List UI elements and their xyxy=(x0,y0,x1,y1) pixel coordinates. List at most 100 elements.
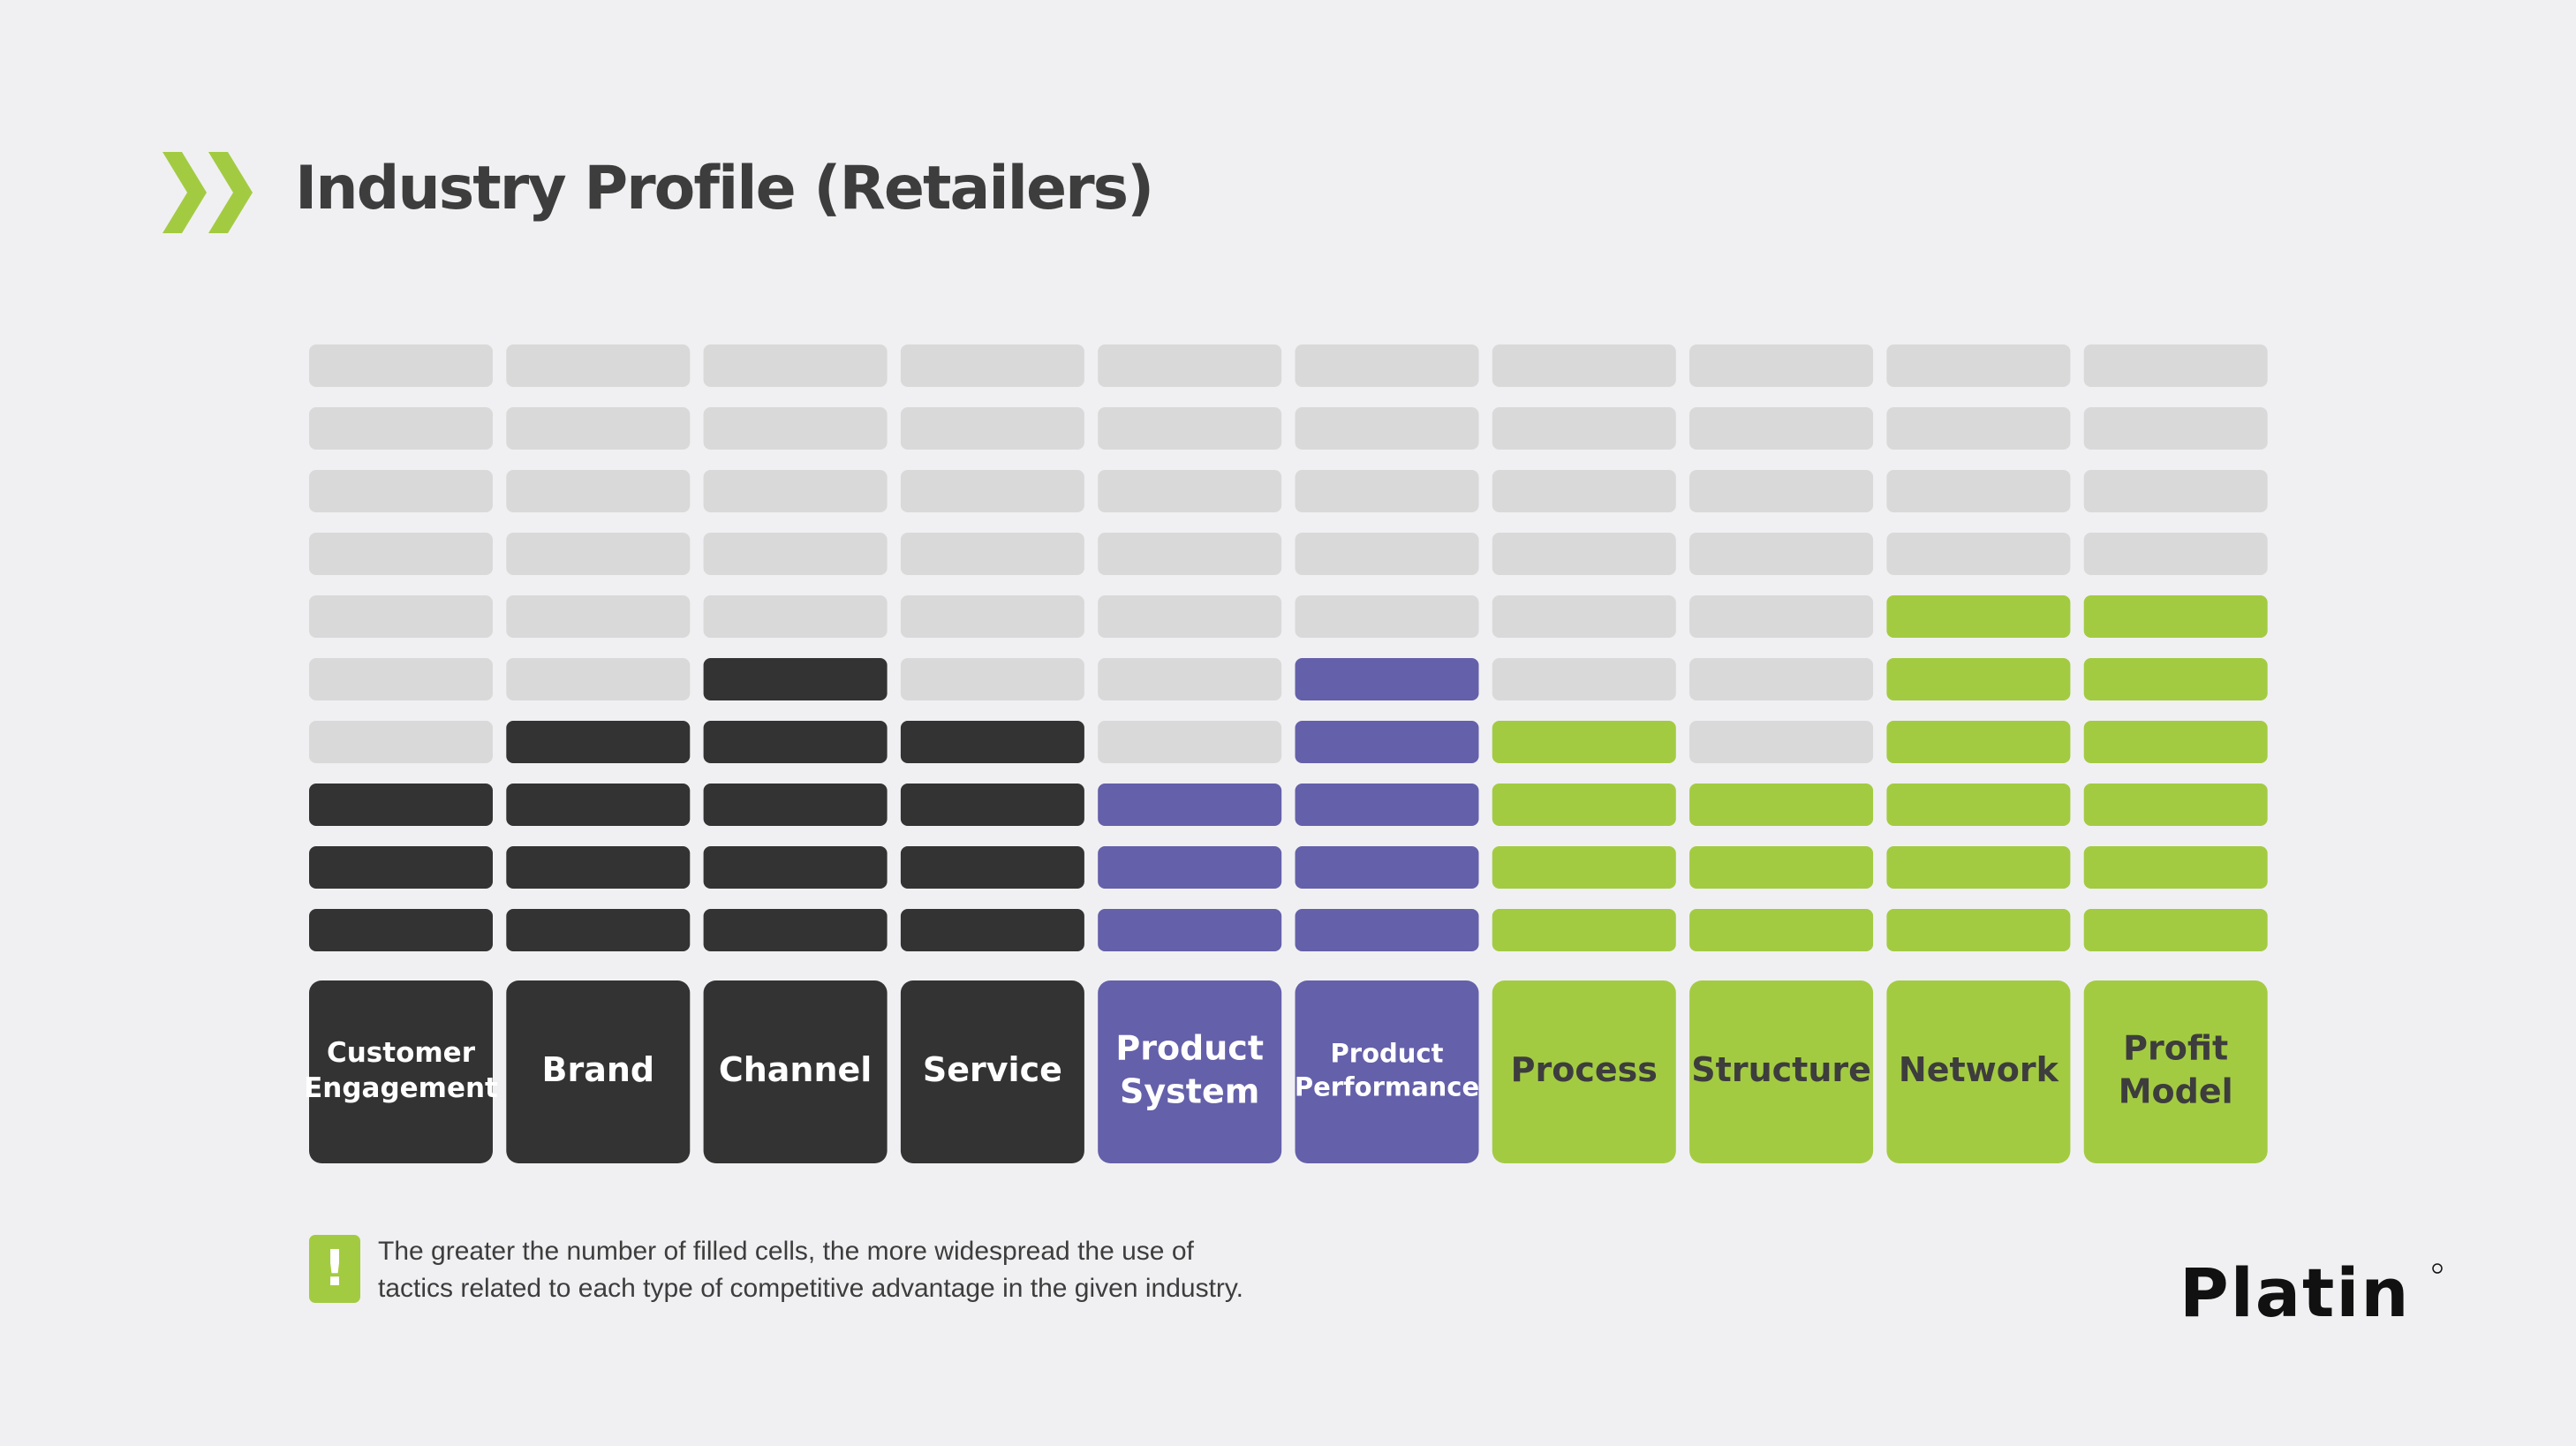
empty-cell xyxy=(1295,344,1479,387)
filled-cell xyxy=(1689,846,1874,889)
empty-cell xyxy=(703,407,888,450)
exclamation-icon: ! xyxy=(309,1235,360,1303)
filled-cell xyxy=(506,721,691,763)
empty-cell xyxy=(1886,470,2071,512)
filled-cell xyxy=(703,846,888,889)
category-label: Network xyxy=(1899,1050,2059,1089)
logo-text: Platin xyxy=(2179,1258,2411,1329)
filled-cell xyxy=(1098,784,1282,826)
filled-cell xyxy=(1689,784,1874,826)
filled-cell xyxy=(506,909,691,951)
registered-mark-icon xyxy=(2432,1263,2443,1274)
empty-cell xyxy=(1689,533,1874,575)
filled-cell xyxy=(1098,909,1282,951)
empty-cell xyxy=(1492,407,1676,450)
filled-cell xyxy=(1492,721,1676,763)
empty-cell xyxy=(1098,533,1282,575)
empty-cell xyxy=(1689,658,1874,700)
category-label: Performance xyxy=(1295,1071,1479,1102)
empty-cell xyxy=(309,407,493,450)
filled-cell xyxy=(1886,909,2071,951)
category-label: Product xyxy=(1331,1039,1444,1069)
category-label: Customer xyxy=(327,1037,476,1069)
filled-cell xyxy=(1886,721,2071,763)
category-label: Service xyxy=(923,1050,1062,1089)
filled-cell xyxy=(309,846,493,889)
filled-cell xyxy=(703,784,888,826)
filled-cell xyxy=(1492,909,1676,951)
filled-cell xyxy=(703,658,888,700)
empty-cell xyxy=(309,344,493,387)
page-title: Industry Profile (Retailers) xyxy=(295,154,1154,223)
filled-cell xyxy=(309,909,493,951)
filled-cell xyxy=(1295,658,1479,700)
empty-cell xyxy=(1098,595,1282,638)
filled-cell xyxy=(1295,784,1479,826)
filled-cell xyxy=(900,846,1084,889)
empty-cell xyxy=(2083,470,2268,512)
filled-cell xyxy=(703,909,888,951)
empty-cell xyxy=(506,533,691,575)
empty-cell xyxy=(1098,721,1282,763)
empty-cell xyxy=(2083,407,2268,450)
filled-cell xyxy=(1886,595,2071,638)
category-label: Brand xyxy=(541,1050,654,1089)
empty-cell xyxy=(1295,407,1479,450)
platin-logo: Platin xyxy=(2179,1258,2443,1329)
filled-cell xyxy=(900,909,1084,951)
category-label: Product xyxy=(1115,1028,1264,1067)
empty-cell xyxy=(1295,533,1479,575)
filled-cell xyxy=(2083,784,2268,826)
category-box xyxy=(900,980,1084,1163)
category-box xyxy=(1689,980,1874,1163)
filled-cell xyxy=(1295,721,1479,763)
category-box xyxy=(703,980,888,1163)
empty-cell xyxy=(309,533,493,575)
category-box xyxy=(1492,980,1676,1163)
filled-cell xyxy=(2083,658,2268,700)
empty-cell xyxy=(1492,344,1676,387)
category-label: Model xyxy=(2119,1072,2233,1111)
empty-cell xyxy=(1689,595,1874,638)
empty-cell xyxy=(1689,721,1874,763)
filled-cell xyxy=(1886,846,2071,889)
category-box xyxy=(1886,980,2071,1163)
empty-cell xyxy=(703,595,888,638)
filled-cell xyxy=(1295,909,1479,951)
category-box xyxy=(2083,980,2268,1163)
empty-cell xyxy=(506,658,691,700)
filled-cell xyxy=(1886,784,2071,826)
filled-cell xyxy=(506,784,691,826)
category-box xyxy=(309,980,493,1163)
empty-cell xyxy=(900,344,1084,387)
empty-cell xyxy=(506,407,691,450)
filled-cell xyxy=(703,721,888,763)
empty-cell xyxy=(1492,595,1676,638)
filled-cell xyxy=(1098,846,1282,889)
empty-cell xyxy=(506,595,691,638)
empty-cell xyxy=(703,344,888,387)
category-label: Profit xyxy=(2123,1028,2228,1067)
empty-cell xyxy=(1098,344,1282,387)
category-label: System xyxy=(1120,1072,1259,1111)
empty-cell xyxy=(1492,533,1676,575)
empty-cell xyxy=(1886,407,2071,450)
filled-cell xyxy=(1492,784,1676,826)
empty-cell xyxy=(1492,470,1676,512)
filled-cell xyxy=(2083,909,2268,951)
category-label: Engagement xyxy=(304,1072,498,1104)
filled-cell xyxy=(2083,595,2268,638)
empty-cell xyxy=(1689,344,1874,387)
empty-cell xyxy=(900,595,1084,638)
empty-cell xyxy=(1689,407,1874,450)
category-box xyxy=(1098,980,1282,1163)
category-label: Channel xyxy=(719,1050,873,1089)
double-chevron-icon xyxy=(162,152,253,233)
filled-cell xyxy=(1492,846,1676,889)
filled-cell xyxy=(1295,846,1479,889)
empty-cell xyxy=(900,470,1084,512)
filled-cell xyxy=(900,721,1084,763)
empty-cell xyxy=(900,407,1084,450)
empty-cell xyxy=(1295,595,1479,638)
